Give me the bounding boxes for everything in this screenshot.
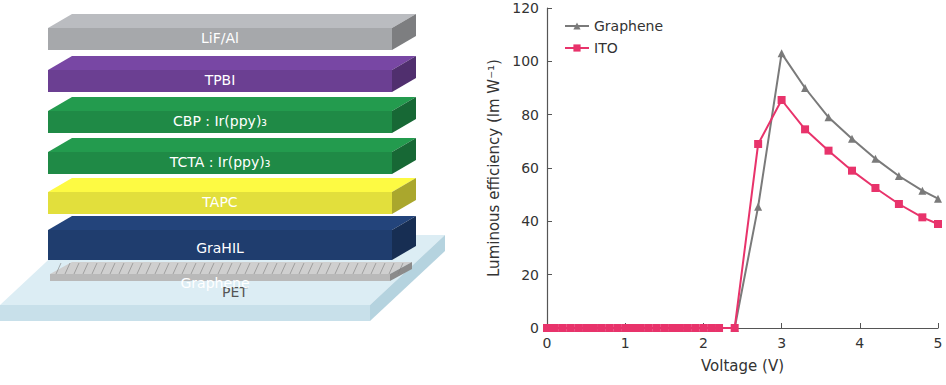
svg-text:CBP : Ir(ppy)₃: CBP : Ir(ppy)₃ bbox=[173, 113, 267, 129]
svg-text:PET: PET bbox=[222, 284, 248, 300]
svg-text:5: 5 bbox=[934, 335, 943, 351]
svg-text:0: 0 bbox=[543, 335, 552, 351]
svg-text:0: 0 bbox=[530, 320, 539, 336]
svg-text:40: 40 bbox=[521, 213, 539, 229]
svg-text:TPBI: TPBI bbox=[204, 72, 236, 88]
svg-text:100: 100 bbox=[512, 53, 539, 69]
svg-text:2: 2 bbox=[699, 335, 708, 351]
svg-text:TAPC: TAPC bbox=[201, 194, 237, 210]
svg-text:LiF/Al: LiF/Al bbox=[201, 30, 239, 46]
svg-text:60: 60 bbox=[521, 160, 539, 176]
svg-text:3: 3 bbox=[777, 335, 786, 351]
svg-text:GraHIL: GraHIL bbox=[196, 240, 244, 256]
svg-text:80: 80 bbox=[521, 107, 539, 123]
svg-text:TCTA : Ir(ppy)₃: TCTA : Ir(ppy)₃ bbox=[169, 154, 271, 170]
svg-text:Voltage (V): Voltage (V) bbox=[701, 357, 784, 375]
svg-text:Graphene: Graphene bbox=[594, 18, 663, 34]
svg-text:Graphene: Graphene bbox=[180, 275, 249, 291]
svg-text:20: 20 bbox=[521, 267, 539, 283]
svg-text:1: 1 bbox=[621, 335, 630, 351]
svg-text:Luminous efficiency (lm W⁻¹): Luminous efficiency (lm W⁻¹) bbox=[485, 59, 503, 277]
svg-text:ITO: ITO bbox=[594, 40, 618, 56]
svg-text:4: 4 bbox=[855, 335, 864, 351]
svg-text:120: 120 bbox=[512, 0, 539, 16]
